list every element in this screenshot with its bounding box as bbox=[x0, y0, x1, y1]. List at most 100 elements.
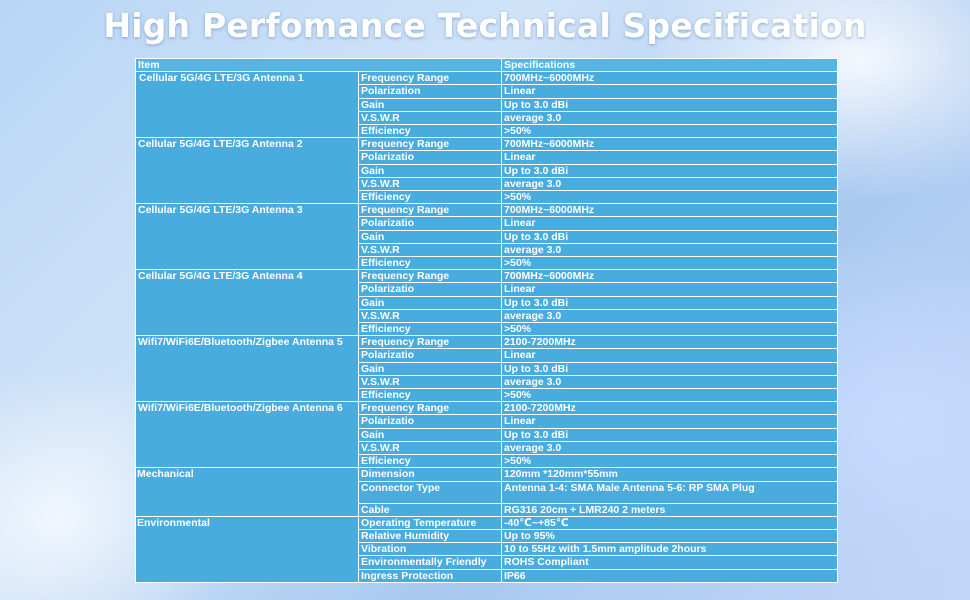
param-cell: Efficiency bbox=[358, 124, 502, 139]
table-row: Efficiency >50% bbox=[136, 190, 838, 205]
param-cell: Relative Humidity bbox=[358, 528, 502, 544]
value-cell: average 3.0 bbox=[501, 176, 838, 192]
item-cell-environmental: Environmental bbox=[135, 515, 359, 583]
param-cell: V.S.W.R bbox=[358, 374, 502, 390]
param-cell: Gain bbox=[358, 229, 502, 244]
value-cell: >50% bbox=[501, 322, 838, 337]
value-cell: 2100-7200MHz bbox=[501, 401, 838, 416]
value-cell: Up to 3.0 dBi bbox=[501, 229, 838, 244]
value-cell: Linear bbox=[501, 414, 838, 429]
value-cell: 700MHz~6000MHz bbox=[501, 71, 838, 86]
value-cell: 700MHz~6000MHz bbox=[501, 269, 838, 284]
value-cell: Linear bbox=[501, 348, 838, 363]
value-cell: >50% bbox=[501, 388, 838, 403]
item-cell-mechanical: Mechanical bbox=[135, 467, 359, 517]
value-cell: 700MHz~6000MHz bbox=[501, 137, 838, 152]
item-cell: Wifi7/WiFi6E/Bluetooth/Zigbee Antenna 6 bbox=[135, 401, 359, 469]
value-cell: Up to 3.0 dBi bbox=[501, 163, 838, 178]
table-row: Cellular 5G/4G LTE/3G Antenna 4 Frequenc… bbox=[135, 269, 838, 337]
table-row: Wifi7/WiFi6E/Bluetooth/Zigbee Antenna 5 … bbox=[135, 335, 838, 403]
param-cell: Polarizatio bbox=[358, 216, 502, 231]
table-row: Cellular 5G/4G LTE/3G Antenna 2 Frequenc… bbox=[135, 137, 838, 205]
table-row: Wifi7/WiFi6E/Bluetooth/Zigbee Antenna 6 … bbox=[135, 401, 838, 469]
table-row: Gain Up to 3.0 dBi bbox=[136, 97, 838, 112]
param-cell: Polarizatio bbox=[358, 348, 502, 363]
param-cell: Polarizatio bbox=[358, 150, 502, 165]
value-cell: Up to 95% bbox=[501, 528, 838, 544]
value-cell: Linear bbox=[501, 282, 838, 297]
param-cell: Efficiency bbox=[358, 388, 502, 403]
table-row: Ingress Protection IP66 bbox=[136, 568, 838, 583]
value-cell: average 3.0 bbox=[501, 374, 838, 390]
value-cell: 2100-7200MHz bbox=[501, 335, 838, 350]
param-cell: Polarization bbox=[358, 84, 502, 99]
table-row: V.S.W.R average 3.0 bbox=[136, 242, 838, 258]
table-row: Gain Up to 3.0 dBi bbox=[136, 163, 838, 178]
spec-table: Item Specifications Cellular 5G/4G LTE/3… bbox=[135, 57, 838, 583]
table-row: Vibration 10 to 55Hz with 1.5mm amplitude… bbox=[136, 542, 838, 557]
value-cell: 120mm *120mm*55mm bbox=[501, 467, 838, 482]
value-cell: Linear bbox=[501, 84, 838, 99]
table-row: Cellular 5G/4G LTE/3G Antenna 3 Frequenc… bbox=[135, 203, 838, 271]
param-cell: Operating Temperature bbox=[358, 515, 502, 530]
param-cell: Frequency Range bbox=[358, 269, 502, 284]
table-row: Connector Type Antenna 1-4: SMA Male Ant… bbox=[136, 480, 838, 504]
param-cell: Gain bbox=[358, 427, 502, 442]
table-row: Gain Up to 3.0 dBi bbox=[136, 361, 838, 376]
value-cell: average 3.0 bbox=[501, 440, 838, 456]
value-cell: Up to 3.0 dBi bbox=[501, 427, 838, 442]
param-cell: Frequency Range bbox=[358, 203, 502, 218]
table-row: V.S.W.R average 3.0 bbox=[136, 374, 838, 390]
param-cell: Efficiency bbox=[358, 190, 502, 205]
value-cell: Up to 3.0 dBi bbox=[501, 361, 838, 376]
header-spec: Specifications bbox=[501, 57, 838, 73]
value-cell: >50% bbox=[501, 190, 838, 205]
value-cell: average 3.0 bbox=[501, 110, 838, 126]
param-cell: Connector Type bbox=[358, 480, 502, 504]
value-cell: >50% bbox=[501, 454, 838, 469]
value-cell: RG316 20cm + LMR240 2 meters bbox=[501, 502, 838, 517]
item-cell: Wifi7/WiFi6E/Bluetooth/Zigbee Antenna 5 bbox=[135, 335, 359, 403]
param-cell: Gain bbox=[358, 361, 502, 376]
param-cell: Ingress Protection bbox=[358, 568, 502, 583]
param-cell: Polarizatio bbox=[358, 282, 502, 297]
param-cell: V.S.W.R bbox=[358, 308, 502, 324]
value-cell: Antenna 1-4: SMA Male Antenna 5-6: RP SM… bbox=[501, 480, 838, 504]
table-row: Efficiency >50% bbox=[136, 388, 838, 403]
param-cell: V.S.W.R bbox=[358, 440, 502, 456]
param-cell: Efficiency bbox=[358, 256, 502, 271]
param-cell: Efficiency bbox=[358, 322, 502, 337]
param-cell: Gain bbox=[358, 97, 502, 112]
param-cell: Dimension bbox=[358, 467, 502, 482]
item-cell: Cellular 5G/4G LTE/3G Antenna 4 bbox=[135, 269, 359, 337]
param-cell: Efficiency bbox=[358, 454, 502, 469]
param-cell: Frequency Range bbox=[358, 335, 502, 350]
table-row: Efficiency >50% bbox=[136, 124, 838, 139]
table-row: Environmental Operating Temperature -40℃… bbox=[135, 515, 838, 583]
item-cell: Cellular 5G/4G LTE/3G Antenna 1 bbox=[135, 71, 359, 139]
table-row: Polarizatio Linear bbox=[136, 150, 838, 165]
table-header-row: Item Specifications bbox=[135, 57, 838, 73]
value-cell: Linear bbox=[501, 150, 838, 165]
param-cell: V.S.W.R bbox=[358, 242, 502, 258]
value-cell: >50% bbox=[501, 256, 838, 271]
param-cell: Polarizatio bbox=[358, 414, 502, 429]
header-item: Item bbox=[135, 57, 502, 73]
table-row: Mechanical Dimension 120mm *120mm*55mm bbox=[135, 467, 838, 517]
value-cell: 10 to 55Hz with 1.5mm amplitude 2hours bbox=[501, 542, 838, 557]
value-cell: IP66 bbox=[501, 568, 838, 583]
param-cell: Gain bbox=[358, 163, 502, 178]
page-title: High Perfomance Technical Specification bbox=[103, 6, 867, 45]
param-cell: Gain bbox=[358, 295, 502, 310]
param-cell: Vibration bbox=[358, 542, 502, 557]
param-cell: Frequency Range bbox=[358, 71, 502, 86]
value-cell: average 3.0 bbox=[501, 242, 838, 258]
value-cell: Up to 3.0 dBi bbox=[501, 97, 838, 112]
param-cell: Environmentally Friendly bbox=[358, 555, 502, 570]
value-cell: -40℃~+85℃ bbox=[501, 515, 838, 530]
param-cell: Frequency Range bbox=[358, 401, 502, 416]
value-cell: Up to 3.0 dBi bbox=[501, 295, 838, 310]
value-cell: Linear bbox=[501, 216, 838, 231]
table-row: Cellular 5G/4G LTE/3G Antenna 1 Frequenc… bbox=[135, 71, 838, 139]
param-cell: V.S.W.R bbox=[358, 110, 502, 126]
